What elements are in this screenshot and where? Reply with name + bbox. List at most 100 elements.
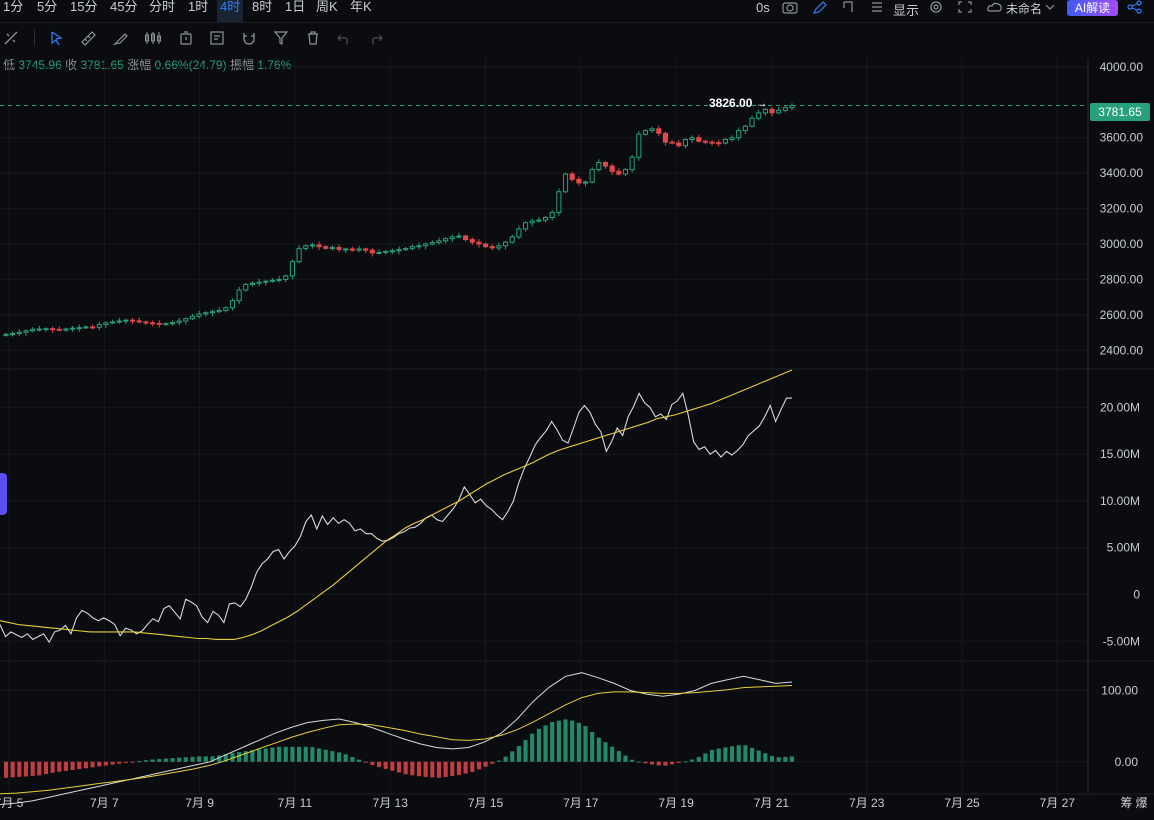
filter-icon[interactable]: [273, 30, 289, 46]
candle-body: [63, 328, 69, 331]
share-icon[interactable]: [1127, 0, 1143, 14]
trash-icon[interactable]: [305, 30, 321, 46]
macd-histogram-bar: [643, 761, 648, 764]
candle-body: [489, 246, 495, 249]
candle-body: [336, 247, 342, 250]
macd-histogram-bar: [163, 758, 168, 762]
candle-body: [396, 249, 402, 252]
candle-body: [229, 300, 236, 309]
settings-icon[interactable]: [928, 0, 944, 14]
export-icon[interactable]: [840, 0, 856, 14]
candle-body: [529, 220, 535, 224]
macd-histogram-bar: [450, 761, 455, 777]
macd-histogram-bar: [789, 756, 795, 762]
candle-body: [263, 280, 269, 283]
candle-body: [223, 307, 229, 311]
redo-icon[interactable]: [368, 30, 384, 46]
drawing-toolbar: [0, 24, 1154, 52]
undo-icon[interactable]: [336, 30, 352, 46]
timeframe-4h[interactable]: 4时: [217, 0, 244, 22]
macd-histogram-bar: [483, 761, 488, 767]
candle-body: [276, 278, 282, 281]
candle-body: [243, 283, 249, 291]
draw-tools-icon[interactable]: [3, 30, 21, 46]
candle-body: [403, 247, 409, 251]
candle-body: [469, 239, 475, 243]
macd-histogram-bar: [610, 746, 615, 762]
ai-interpret-button[interactable]: AI解读: [1067, 0, 1118, 16]
chevron-down-icon[interactable]: [1045, 2, 1055, 12]
candles-icon[interactable]: [144, 30, 164, 46]
macd-histogram-bar: [490, 761, 495, 764]
side-panel-toggle[interactable]: [0, 473, 7, 515]
ruler-icon[interactable]: [80, 30, 98, 46]
timer-icon[interactable]: [178, 30, 194, 46]
pen-icon[interactable]: [812, 0, 828, 14]
volume-axis-label: -5.00M: [1103, 634, 1140, 648]
camera-icon[interactable]: [782, 0, 798, 14]
edit-list-icon[interactable]: [209, 30, 225, 46]
macd-histogram-bar: [317, 748, 322, 762]
macd-histogram-bar: [350, 757, 355, 762]
candle-body: [116, 320, 122, 323]
candle-body: [296, 247, 302, 263]
macd-histogram-bar: [556, 720, 561, 762]
macd-histogram-bar: [130, 761, 135, 763]
macd-histogram-bar: [423, 761, 428, 777]
macd-histogram-bar: [729, 746, 735, 762]
candle-body: [496, 245, 502, 249]
candle-body: [782, 107, 788, 111]
timeframe-45m[interactable]: 45分: [110, 0, 138, 14]
candle-body: [196, 313, 202, 317]
candle-body: [542, 216, 549, 221]
timeframe-time[interactable]: 分时: [149, 0, 176, 14]
candle-body: [749, 117, 755, 127]
candle-body: [283, 275, 289, 280]
macd-histogram-bar: [670, 761, 675, 765]
change-label: 涨幅: [127, 58, 152, 72]
timeframe-1h[interactable]: 1时: [188, 0, 209, 14]
candle-body: [143, 321, 149, 324]
candle-body: [589, 169, 595, 183]
macd-histogram-bar: [743, 745, 748, 762]
x-axis-label: 7月 25: [944, 796, 980, 810]
layout-name[interactable]: 未命名: [1006, 2, 1043, 16]
timeframe-8h[interactable]: 8时: [252, 0, 273, 14]
macd-histogram-bar: [563, 719, 568, 762]
macd-histogram-bar: [523, 739, 528, 762]
candle-body: [629, 156, 635, 171]
macd-histogram-bar: [476, 761, 481, 770]
macd-histogram-bar: [383, 761, 388, 769]
candle-body: [429, 242, 435, 245]
macd-histogram-bar: [250, 750, 255, 762]
volume-axis-label: 15.00M: [1100, 447, 1140, 461]
macd-histogram-bar: [390, 761, 395, 771]
macd-histogram-bar: [197, 756, 202, 762]
timeframe-year[interactable]: 年K: [350, 0, 372, 14]
macd-histogram-bar: [103, 761, 108, 766]
candle-body: [702, 140, 708, 143]
volume-axis-label: 5.00M: [1107, 541, 1140, 555]
macd-histogram-bar: [257, 749, 262, 762]
candle-body: [656, 128, 662, 134]
candle-body: [522, 222, 529, 230]
amplitude-value: 1.76%: [257, 58, 292, 72]
candle-body: [349, 248, 355, 251]
timeframe-week[interactable]: 周K: [316, 0, 338, 14]
timeframe-1d[interactable]: 1日: [285, 0, 306, 14]
fullscreen-icon[interactable]: [957, 0, 973, 14]
timeframe-5m[interactable]: 5分: [37, 0, 58, 14]
magnet-icon[interactable]: [241, 30, 257, 46]
brush-icon[interactable]: [112, 30, 130, 46]
timeframe-1m[interactable]: 1分: [3, 0, 24, 14]
timeframe-15m[interactable]: 15分: [70, 0, 98, 14]
macd-histogram-bar: [783, 756, 788, 762]
candle-body: [669, 141, 675, 144]
candle-body: [689, 137, 695, 140]
cursor-icon[interactable]: [48, 30, 66, 46]
candle-body: [789, 105, 795, 109]
display-button[interactable]: 显示: [893, 3, 920, 18]
macd-histogram-bar: [536, 728, 541, 762]
menu-icon[interactable]: [869, 0, 885, 14]
